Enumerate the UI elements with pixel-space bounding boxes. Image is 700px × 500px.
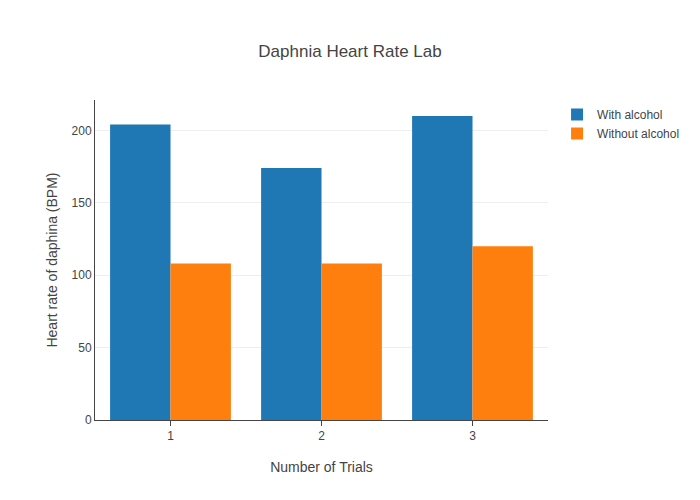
- svg-text:With alcohol: With alcohol: [597, 108, 662, 122]
- svg-text:Heart rate of daphina (BPM): Heart rate of daphina (BPM): [44, 172, 60, 347]
- svg-text:Daphnia Heart Rate Lab: Daphnia Heart Rate Lab: [258, 42, 441, 61]
- svg-text:200: 200: [72, 124, 92, 138]
- svg-text:3: 3: [469, 429, 476, 443]
- svg-text:Without alcohol: Without alcohol: [597, 127, 679, 141]
- svg-text:Number of Trials: Number of Trials: [270, 459, 373, 475]
- svg-text:150: 150: [72, 196, 92, 210]
- svg-text:2: 2: [318, 429, 325, 443]
- svg-text:1: 1: [167, 429, 174, 443]
- svg-text:100: 100: [72, 268, 92, 282]
- svg-text:0: 0: [85, 413, 92, 427]
- svg-text:50: 50: [78, 341, 92, 355]
